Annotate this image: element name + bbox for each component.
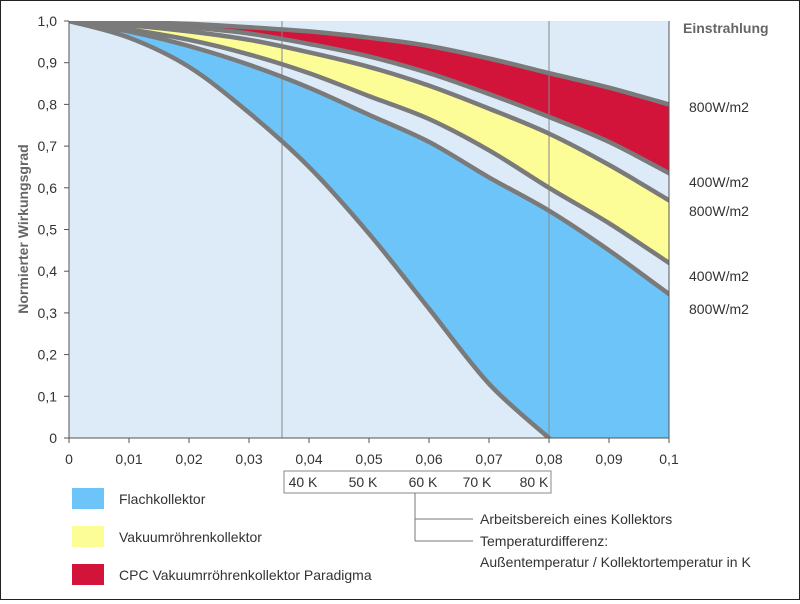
- legend-label: Vakuumröhrenkollektor: [119, 529, 262, 545]
- kelvin-label: 40 K: [289, 474, 318, 490]
- x-tick-label: 0,01: [115, 451, 142, 467]
- irradiance-label: 400W/m2: [689, 174, 749, 190]
- curve-flach_800: [69, 21, 669, 297]
- irradiance-label: 800W/m2: [689, 203, 749, 219]
- y-axis-label: Normierter Wirkungsgrad: [15, 144, 31, 313]
- x-tick-label: 0,03: [235, 451, 262, 467]
- legend-label: CPC Vakuumrröhrenkollektor Paradigma: [119, 567, 372, 583]
- y-tick-label: 0,7: [38, 138, 58, 154]
- y-tick-label: 0,3: [38, 305, 58, 321]
- kelvin-label: 60 K: [409, 474, 438, 490]
- curve-cpc_800: [69, 21, 669, 107]
- curve-flach_400: [69, 21, 552, 438]
- legend-swatch: [72, 564, 104, 585]
- y-tick-label: 0,4: [38, 263, 58, 279]
- y-tick-label: 0: [49, 430, 57, 446]
- x-tick-label: 0,1: [659, 451, 679, 467]
- kelvin-label: 50 K: [349, 474, 378, 490]
- x-tick-label: 0,06: [415, 451, 442, 467]
- kelvin-scale-box: [283, 470, 552, 494]
- annotation-text: Außentemperatur / Kollektortemperatur in…: [480, 554, 751, 570]
- annotation-text: Arbeitsbereich eines Kollektors: [480, 511, 672, 527]
- fill-band-1: [69, 21, 669, 438]
- legend-swatch: [72, 526, 104, 547]
- x-tick-label: 0,04: [295, 451, 322, 467]
- curve-cpc_400: [69, 21, 669, 176]
- y-tick-label: 1,0: [38, 13, 58, 29]
- curve-vakuum_400: [69, 21, 669, 266]
- y-tick-label: 0,9: [38, 55, 58, 71]
- irradiance-label: 800W/m2: [689, 301, 749, 317]
- irradiance-label: 400W/m2: [689, 268, 749, 284]
- y-tick-label: 0,2: [38, 347, 58, 363]
- fill-band-0: [69, 21, 669, 438]
- irradiance-label: 800W/m2: [689, 99, 749, 115]
- y-tick-label: 0,1: [38, 388, 58, 404]
- x-tick-label: 0,08: [535, 451, 562, 467]
- curve-vakuum_800: [69, 21, 669, 203]
- kelvin-label: 70 K: [463, 474, 492, 490]
- x-tick-label: 0,09: [595, 451, 622, 467]
- y-tick-label: 0,5: [38, 222, 58, 238]
- x-tick-label: 0,05: [355, 451, 382, 467]
- legend-label: Flachkollektor: [119, 491, 206, 507]
- y-tick-label: 0,6: [38, 180, 58, 196]
- x-tick-label: 0,02: [175, 451, 202, 467]
- x-tick-label: 0: [65, 451, 73, 467]
- y-tick-label: 0,8: [38, 96, 58, 112]
- x-tick-label: 0,07: [475, 451, 502, 467]
- legend-swatch: [72, 488, 104, 509]
- annotation-text: Temperaturdifferenz:: [480, 533, 608, 549]
- kelvin-label: 80 K: [520, 474, 549, 490]
- einstrahlung-header: Einstrahlung: [683, 20, 769, 36]
